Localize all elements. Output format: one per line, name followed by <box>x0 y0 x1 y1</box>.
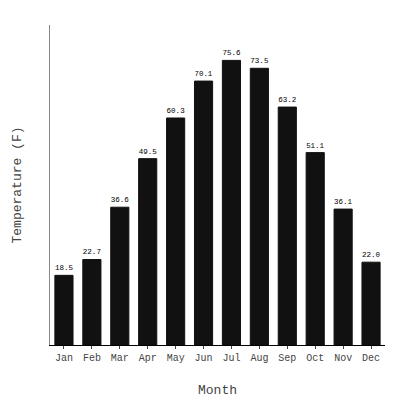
svg-text:22.7: 22.7 <box>83 248 101 256</box>
svg-text:Nov: Nov <box>334 353 352 364</box>
svg-text:51.1: 51.1 <box>306 142 324 150</box>
svg-text:36.6: 36.6 <box>111 196 130 204</box>
svg-text:Jan: Jan <box>55 353 73 364</box>
svg-text:18.5: 18.5 <box>55 264 74 272</box>
svg-text:Aug: Aug <box>250 353 268 364</box>
svg-text:May: May <box>167 353 185 364</box>
svg-text:75.6: 75.6 <box>222 49 241 57</box>
svg-text:Sep: Sep <box>278 353 296 364</box>
svg-text:Mar: Mar <box>111 353 129 364</box>
svg-text:Temperature (F): Temperature (F) <box>10 126 25 243</box>
svg-text:63.2: 63.2 <box>278 96 296 104</box>
svg-text:36.1: 36.1 <box>334 198 352 206</box>
svg-text:Jul: Jul <box>222 353 240 364</box>
svg-text:60.3: 60.3 <box>167 107 186 115</box>
svg-text:70.1: 70.1 <box>194 70 212 78</box>
svg-text:73.5: 73.5 <box>250 57 269 65</box>
svg-text:Apr: Apr <box>139 353 157 364</box>
svg-text:Dec: Dec <box>362 353 380 364</box>
svg-text:22.0: 22.0 <box>362 251 381 259</box>
svg-text:Jun: Jun <box>195 353 213 364</box>
svg-text:Month: Month <box>198 383 237 398</box>
svg-text:Feb: Feb <box>83 353 101 364</box>
svg-text:49.5: 49.5 <box>139 148 158 156</box>
svg-text:Oct: Oct <box>306 353 324 364</box>
